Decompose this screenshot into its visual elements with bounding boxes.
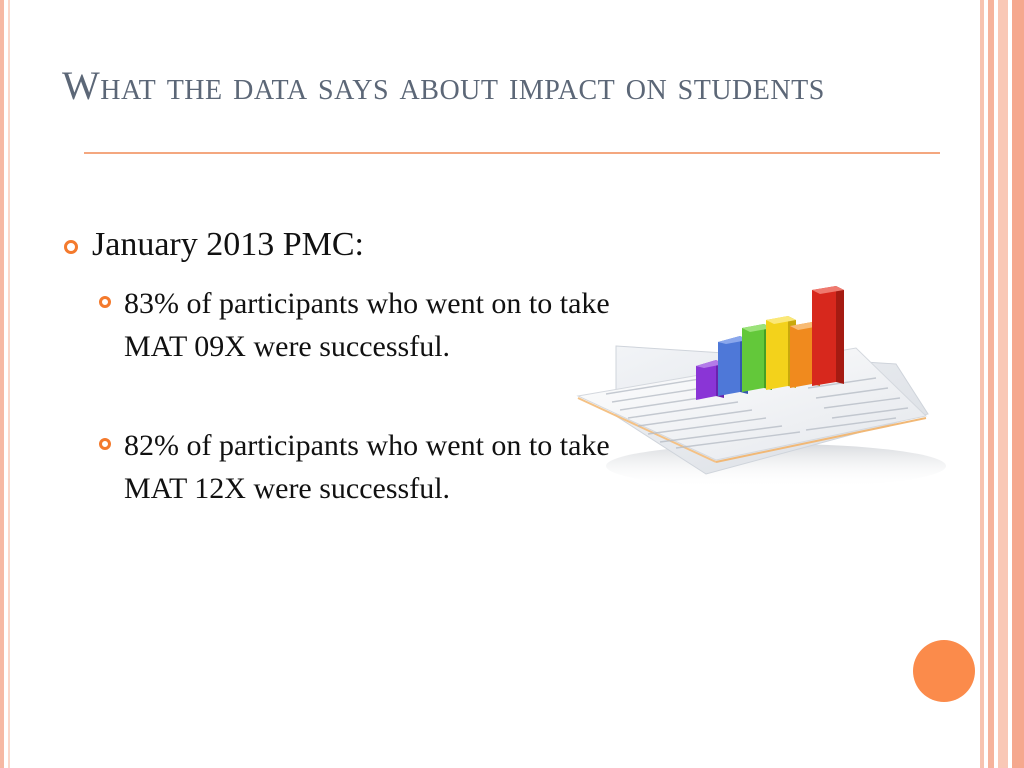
left-border-inner [8, 0, 10, 768]
right-stripe [1012, 0, 1024, 768]
orange-circle [913, 640, 975, 702]
right-stripes [980, 0, 1024, 768]
right-stripe [988, 0, 994, 768]
ring-bullet-icon [64, 240, 78, 254]
title-rule [84, 152, 940, 154]
bar-chart-on-papers-icon [556, 238, 970, 548]
left-border [0, 0, 4, 768]
slide-title: What the data says about impact on stude… [62, 63, 825, 108]
ring-bullet-icon [99, 438, 111, 450]
bullet-level2: 83% of participants who went on to take … [124, 287, 610, 363]
right-stripe [998, 0, 1008, 768]
ring-bullet-icon [99, 296, 111, 308]
bullet-level2: 82% of participants who went on to take … [124, 429, 610, 505]
bullet-level1: January 2013 PMC: [92, 226, 364, 263]
right-stripe [980, 0, 984, 768]
